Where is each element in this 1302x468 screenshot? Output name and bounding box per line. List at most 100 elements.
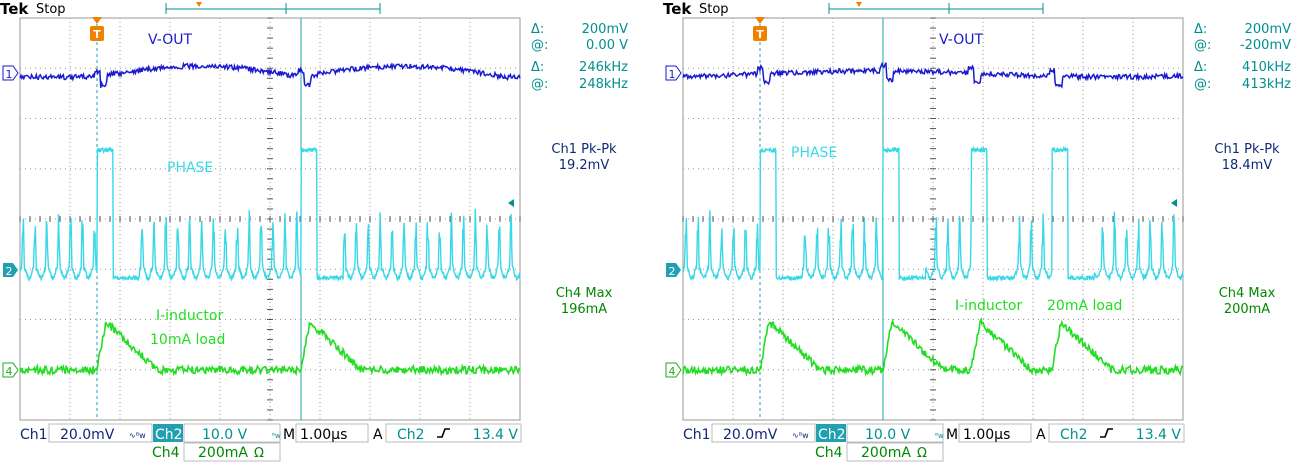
cursor-readout: Δ: 200mV @: 0.00 V Δ: 246kHz @: 248kHz [531, 22, 628, 92]
ch2-phase-trace [682, 145, 1184, 283]
svg-text:4: 4 [6, 365, 13, 378]
trigger-label: T [756, 28, 764, 41]
trigger-position-marker: T [90, 17, 104, 41]
svg-text:Δ:: Δ: [531, 60, 544, 75]
ch4-scale: 200mA [861, 445, 911, 461]
svg-text:Ch2: Ch2 [818, 427, 846, 443]
run-state: Stop [36, 2, 66, 17]
svg-text:∿ᴮw: ∿ᴮw [792, 431, 809, 440]
measurement-value: 200mA [1224, 302, 1270, 317]
ch2-phase-trace [19, 146, 521, 283]
svg-text:Ch2: Ch2 [155, 427, 183, 443]
ch4-current-trace [19, 321, 521, 377]
record-position-bar [165, 2, 381, 14]
svg-text:M: M [946, 427, 958, 443]
waveforms [19, 18, 521, 420]
cursor-f-delta: 410kHz [1242, 60, 1291, 75]
svg-text:A: A [1036, 427, 1046, 443]
svg-text:Δ:: Δ: [531, 22, 544, 37]
trigger-level-arrow [1171, 199, 1177, 207]
ch1-ground-marker: 1 [2, 65, 19, 81]
ch4-ground-marker: 4 [665, 362, 682, 378]
svg-text:2: 2 [6, 265, 13, 278]
timebase: 1.00µs [300, 427, 347, 443]
svg-text:4: 4 [669, 365, 676, 378]
record-position-bar [828, 2, 1044, 14]
ch2-ground-marker: 2 [666, 263, 681, 278]
cursor-f-at: 248kHz [579, 77, 628, 92]
svg-text:2: 2 [669, 265, 676, 278]
measurement-label: Ch1 Pk-Pk [551, 142, 617, 157]
waveforms [682, 18, 1184, 420]
measurement-value: 196mA [561, 302, 607, 317]
svg-text:Ω: Ω [254, 446, 264, 461]
status-bar: Ch1 20.0mV ∿ᴮw Ch2 10.0 V ᴮw M 1.00µs A … [683, 423, 1185, 462]
vout-annotation: V-OUT [939, 32, 983, 48]
ch2-scale: 10.0 V [202, 427, 248, 443]
cursor-v-at: 0.00 V [586, 38, 628, 53]
svg-text:@:: @: [531, 38, 548, 53]
trigger-level-arrow [508, 199, 514, 207]
trigger-level: 13.4 V [473, 427, 519, 443]
phase-annotation: PHASE [167, 160, 213, 176]
phase-annotation: PHASE [791, 145, 837, 161]
measurement-label: Ch1 Pk-Pk [1214, 142, 1280, 157]
cursor-v-at: -200mV [1240, 38, 1291, 53]
ch1-vout-trace [682, 61, 1184, 89]
graticule [19, 17, 521, 421]
graticule [682, 17, 1184, 421]
svg-text:ᴮw: ᴮw [935, 432, 944, 440]
svg-text:Ch1: Ch1 [20, 427, 48, 443]
cursor-f-delta: 246kHz [579, 60, 628, 75]
oscilloscope-screen: Tek Stop T V-OUT PHASE I-inductor 10mA l… [0, 0, 628, 462]
cursor-f-at: 413kHz [1242, 77, 1291, 92]
trigger-source: Ch2 [397, 427, 425, 443]
ch1-scale: 20.0mV [723, 427, 778, 443]
ch4-current-trace [682, 316, 1184, 378]
svg-text:1: 1 [6, 68, 13, 81]
cursor-readout: Δ: 200mV @: -200mV Δ: 410kHz @: 413kHz [1194, 22, 1291, 92]
svg-text:Δ:: Δ: [1194, 22, 1207, 37]
measurement-panel: Ch1 Pk-Pk 18.4mV Ch4 Max 200mA [1214, 142, 1280, 317]
load-annotation: 20mA load [1047, 298, 1122, 314]
trigger-source: Ch2 [1060, 427, 1088, 443]
inductor-annotation: I-inductor [156, 308, 223, 324]
measurement-value: 19.2mV [559, 158, 610, 173]
svg-text:Ch4: Ch4 [815, 445, 843, 461]
ch1-vout-trace [19, 61, 521, 88]
scope-capture-10ma: Tek Stop T V-OUT PHASE I-inductor 10mA l… [0, 0, 651, 464]
vout-annotation: V-OUT [148, 32, 192, 48]
ch4-scale: 200mA [198, 445, 248, 461]
cursor-v-delta: 200mV [582, 22, 628, 37]
cursor-v-delta: 200mV [1245, 22, 1291, 37]
ch1-scale: 20.0mV [60, 427, 115, 443]
svg-text:@:: @: [531, 77, 548, 92]
svg-text:@:: @: [1194, 77, 1211, 92]
svg-text:Ω: Ω [917, 446, 927, 461]
brand-label: Tek [0, 0, 29, 18]
svg-text:1: 1 [669, 68, 676, 81]
scope-capture-20ma: Tek Stop T V-OUT PHASE I-inductor 20mA l… [651, 0, 1302, 464]
svg-text:M: M [283, 427, 295, 443]
brand-label: Tek [663, 0, 692, 18]
svg-text:Ch4: Ch4 [152, 445, 180, 461]
trigger-position-marker: T [753, 17, 767, 41]
run-state: Stop [699, 2, 729, 17]
load-annotation: 10mA load [150, 332, 225, 348]
svg-text:∿ᴮw: ∿ᴮw [129, 431, 146, 440]
svg-text:A: A [373, 427, 383, 443]
timebase: 1.00µs [963, 427, 1010, 443]
ch1-ground-marker: 1 [665, 65, 682, 81]
ch2-scale: 10.0 V [865, 427, 911, 443]
measurement-label: Ch4 Max [1219, 286, 1276, 301]
svg-text:Δ:: Δ: [1194, 60, 1207, 75]
svg-text:Ch1: Ch1 [683, 427, 711, 443]
measurement-label: Ch4 Max [556, 286, 613, 301]
oscilloscope-screen: Tek Stop T V-OUT PHASE I-inductor 20mA l… [663, 0, 1291, 462]
measurement-value: 18.4mV [1222, 158, 1273, 173]
trigger-level: 13.4 V [1136, 427, 1182, 443]
ch2-ground-marker: 2 [3, 263, 18, 278]
measurement-panel: Ch1 Pk-Pk 19.2mV Ch4 Max 196mA [551, 142, 617, 317]
inductor-annotation: I-inductor [955, 298, 1022, 314]
svg-text:ᴮw: ᴮw [272, 432, 281, 440]
